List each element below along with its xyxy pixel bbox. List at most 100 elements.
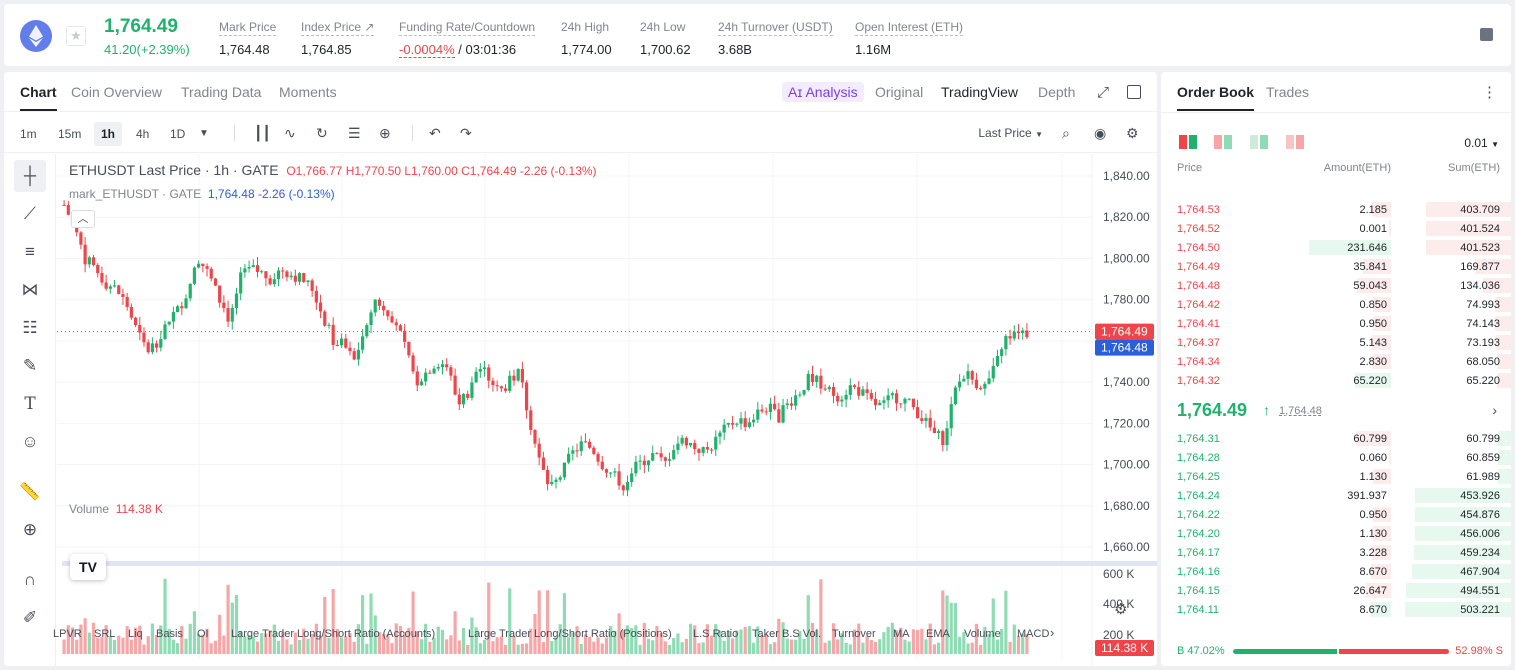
bid-row[interactable]: 1,764.22 0.950 454.876 [1161, 505, 1511, 524]
stat-label[interactable]: Index Price ↗ [301, 20, 375, 36]
tab-trading-data[interactable]: Trading Data [181, 84, 262, 100]
zoom-in-icon[interactable]: ⊕ [22, 520, 38, 539]
ask-row[interactable]: 1,764.32 65.220 65.220 [1161, 371, 1511, 390]
indicator-volume[interactable]: Volume [964, 628, 1001, 640]
bid-row[interactable]: 1,764.16 8.670 467.904 [1161, 562, 1511, 581]
bid-row[interactable]: 1,764.31 60.799 60.799 [1161, 429, 1511, 448]
indicator-taker-b-s-vol-[interactable]: Taker B.S Vol. [752, 628, 822, 640]
expand-icon[interactable]: ⤢ [1096, 84, 1109, 101]
indicator-macd[interactable]: MACD [1017, 628, 1050, 640]
volume-bar [575, 626, 579, 654]
emoji-icon[interactable]: ☺ [21, 432, 39, 451]
collapse-legend-button[interactable]: ︿ [71, 210, 95, 228]
bid-row[interactable]: 1,764.28 0.060 60.859 [1161, 448, 1511, 467]
stat-label[interactable]: Open Interest (ETH) [855, 20, 964, 36]
indicator-turnover[interactable]: Turnover [832, 628, 876, 640]
ask-row[interactable]: 1,764.48 59.043 134.036 [1161, 276, 1511, 295]
tradingview-logo[interactable]: TV [70, 554, 106, 580]
gear-icon[interactable]: ⚙ [1126, 125, 1139, 141]
ask-row[interactable]: 1,764.53 2.185 403.709 [1161, 200, 1511, 219]
indicator-lpvr[interactable]: LPVR [53, 628, 82, 640]
stat-label[interactable]: 24h Turnover (USDT) [718, 20, 833, 36]
indicators-icon[interactable]: ∿ [284, 125, 296, 141]
indicator-liq[interactable]: Liq [128, 628, 143, 640]
ask-row[interactable]: 1,764.52 0.001 401.524 [1161, 219, 1511, 238]
indicator-large-trader-long-short-ratio-accounts-[interactable]: Large Trader Long/Short Ratio (Accounts) [231, 628, 436, 640]
price-chart[interactable]: 1,840.001,820.001,800.001,780.001,760.00… [57, 154, 1157, 666]
text-icon[interactable]: T [24, 394, 36, 414]
view-original[interactable]: Original [875, 84, 924, 100]
horizontal-lines-icon[interactable]: ≡ [25, 242, 35, 261]
bid-row[interactable]: 1,764.20 1.130 456.006 [1161, 524, 1511, 543]
indicator-ema[interactable]: EMA [926, 628, 950, 640]
indicator-basis[interactable]: Basis [156, 628, 183, 640]
replay-icon[interactable]: ↻ [316, 125, 328, 141]
tab-moments[interactable]: Moments [279, 84, 337, 100]
ask-row[interactable]: 1,764.42 0.850 74.993 [1161, 295, 1511, 314]
bid-row[interactable]: 1,764.25 1.130 61.989 [1161, 467, 1511, 486]
view-depth[interactable]: Depth [1038, 84, 1076, 100]
bid-row[interactable]: 1,764.17 3.228 459.234 [1161, 543, 1511, 562]
ask-row[interactable]: 1,764.37 5.143 73.193 [1161, 333, 1511, 352]
sell-bid-icon[interactable] [1214, 135, 1232, 149]
undo-icon[interactable]: ↶ [429, 125, 441, 141]
ask-row[interactable]: 1,764.49 35.841 169.877 [1161, 257, 1511, 276]
magnet-icon[interactable]: ∩ [23, 570, 37, 589]
volume-bar [722, 640, 726, 654]
trendline-icon[interactable]: ⟋ [24, 204, 36, 223]
crosshair-icon[interactable]: ┼ [14, 160, 46, 192]
precision-select[interactable]: 0.01 ▼ [1464, 136, 1499, 150]
interval-1m[interactable]: 1m [20, 127, 37, 141]
stat-label[interactable]: Funding Rate/Countdown [399, 20, 536, 36]
tab-chart[interactable]: Chart [20, 84, 57, 111]
view-tradingview[interactable]: TradingView [941, 84, 1019, 100]
interval-4h[interactable]: 4h [136, 127, 150, 141]
stat-label[interactable]: Mark Price [219, 20, 277, 36]
redo-icon[interactable]: ↷ [460, 125, 472, 141]
volume-bar [306, 638, 310, 654]
more-icon[interactable]: ⋮ [1482, 84, 1497, 101]
tab-coin-overview[interactable]: Coin Overview [71, 84, 163, 100]
bid-row[interactable]: 1,764.15 26.647 494.551 [1161, 581, 1511, 600]
interval-1d[interactable]: 1D [170, 127, 186, 141]
chevron-down-icon[interactable]: ▼ [199, 128, 209, 139]
lock-drawing-icon[interactable]: ✐ [22, 608, 38, 627]
add-indicator-icon[interactable]: ⊕ [379, 125, 391, 141]
favorite-star-icon[interactable]: ★ [66, 26, 86, 46]
bid-row[interactable]: 1,764.11 8.670 503.221 [1161, 600, 1511, 619]
price-type-select[interactable]: Last Price ▼ [978, 126, 1043, 140]
template-icon[interactable]: ☰ [348, 125, 361, 141]
tab-trades[interactable]: Trades [1266, 84, 1310, 100]
indicator-ma[interactable]: MA [893, 628, 910, 640]
volume-bar [747, 626, 752, 654]
indicator-l-s-ratio[interactable]: L.S Ratio [693, 628, 739, 640]
ask-row[interactable]: 1,764.34 2.830 68.050 [1161, 352, 1511, 371]
ai-analysis-button[interactable]: Aɪ Analysis [782, 82, 864, 102]
camera-icon[interactable]: ◉ [1094, 125, 1107, 141]
interval-15m[interactable]: 15m [58, 127, 82, 141]
book-icon[interactable] [1480, 28, 1493, 41]
tab-order-book[interactable]: Order Book [1177, 84, 1255, 111]
sell-side-icon[interactable] [1286, 135, 1304, 149]
window-icon[interactable] [1127, 85, 1141, 99]
candle-type-icon[interactable]: ┃┃ [254, 125, 271, 141]
ruler-icon[interactable]: 📏 [19, 482, 41, 501]
ask-row[interactable]: 1,764.41 0.950 74.143 [1161, 314, 1511, 333]
interval-1h[interactable]: 1h [94, 122, 123, 146]
buy-side-icon[interactable] [1250, 135, 1268, 149]
indicator-large-trader-long-short-ratio-positions-[interactable]: Large Trader Long/Short Ratio (Positions… [468, 628, 672, 640]
chevron-right-icon[interactable]: › [1050, 625, 1055, 640]
chart-settings-icon[interactable]: ⚙ [1114, 601, 1128, 618]
ask-row[interactable]: 1,764.50 231.646 401.523 [1161, 238, 1511, 257]
both-sides-icon[interactable] [1179, 135, 1197, 149]
indicator-oi[interactable]: OI [197, 628, 209, 640]
chevron-right-icon[interactable]: › [1492, 402, 1497, 418]
fib-icon[interactable]: ☷ [22, 318, 38, 337]
pattern-icon[interactable]: ⋈ [21, 280, 39, 299]
search-icon[interactable]: ⌕ [1062, 125, 1070, 141]
indicator-srl[interactable]: SRL [94, 628, 116, 640]
volume-bar [806, 595, 810, 654]
brush-icon[interactable]: ✎ [22, 356, 38, 375]
volume-bar [890, 622, 894, 654]
bid-row[interactable]: 1,764.24 391.937 453.926 [1161, 486, 1511, 505]
